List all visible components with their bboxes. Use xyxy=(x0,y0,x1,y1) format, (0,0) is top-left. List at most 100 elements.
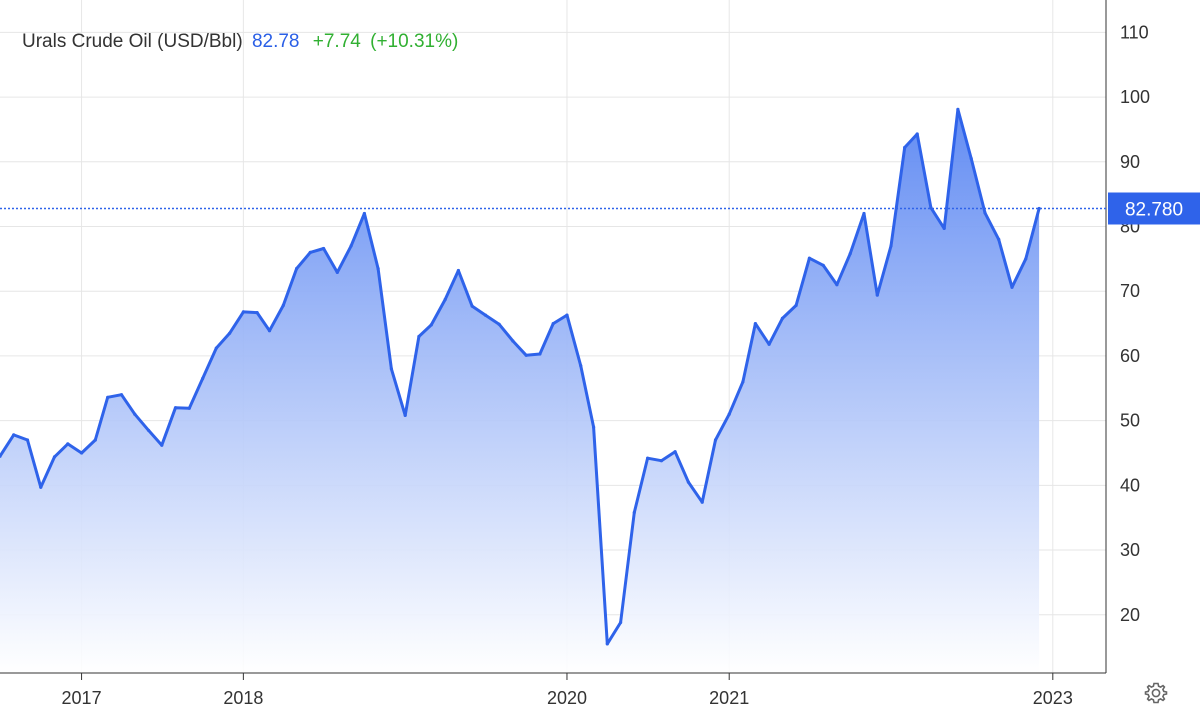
data-point xyxy=(969,156,973,161)
data-point xyxy=(106,395,110,399)
y-tick-label: 30 xyxy=(1120,540,1140,560)
data-point xyxy=(255,311,259,315)
data-point xyxy=(848,252,852,256)
data-point xyxy=(335,270,339,274)
data-point xyxy=(929,206,933,210)
data-point xyxy=(807,256,812,260)
axes xyxy=(0,0,1107,680)
data-point xyxy=(443,298,447,302)
data-point xyxy=(417,334,421,339)
data-point xyxy=(403,413,407,417)
data-point xyxy=(281,303,285,307)
data-point xyxy=(700,500,704,504)
data-point xyxy=(511,339,515,343)
data-point xyxy=(160,443,164,447)
data-point xyxy=(362,211,366,216)
data-point xyxy=(1024,257,1028,261)
data-point xyxy=(942,226,946,230)
data-point xyxy=(295,267,299,271)
data-point xyxy=(470,304,474,308)
data-point xyxy=(632,510,636,515)
series-line xyxy=(0,107,1041,646)
x-tick-label: 2023 xyxy=(1033,688,1073,708)
data-point xyxy=(605,642,609,646)
data-point xyxy=(228,331,232,335)
area-layer xyxy=(0,107,1041,673)
x-tick-label: 2021 xyxy=(709,688,749,708)
data-point xyxy=(1037,206,1041,211)
data-point xyxy=(133,412,137,416)
price-change: +7.74 xyxy=(312,31,361,52)
data-point xyxy=(80,451,84,455)
y-tick-label: 40 xyxy=(1120,475,1140,495)
x-tick-labels: 2017 2018 2020 2021 2023 xyxy=(62,688,1073,708)
data-point xyxy=(322,246,326,251)
data-point xyxy=(686,480,691,484)
data-point xyxy=(821,263,825,267)
data-point xyxy=(173,406,178,410)
data-point xyxy=(201,377,205,381)
data-point xyxy=(119,393,124,397)
data-point xyxy=(727,412,731,416)
data-point xyxy=(39,485,43,489)
area-fill xyxy=(0,109,1040,673)
data-point xyxy=(673,450,677,454)
data-point xyxy=(741,380,745,384)
data-point xyxy=(835,283,839,287)
data-point xyxy=(0,454,2,458)
data-point xyxy=(915,132,919,136)
data-point xyxy=(25,438,30,442)
data-point xyxy=(997,237,1001,241)
data-point xyxy=(659,459,664,463)
y-tick-label: 60 xyxy=(1120,346,1140,366)
current-price-tag xyxy=(1108,192,1200,225)
data-point xyxy=(551,322,555,326)
x-tick-label: 2018 xyxy=(223,688,263,708)
data-point xyxy=(619,620,623,625)
data-point xyxy=(592,425,596,429)
data-point xyxy=(52,455,57,459)
data-point xyxy=(1010,285,1014,289)
data-point xyxy=(889,244,893,248)
data-point xyxy=(780,316,785,320)
data-point xyxy=(429,323,433,327)
data-point xyxy=(794,303,798,307)
y-tick-label: 20 xyxy=(1120,605,1140,625)
x-tick-label: 2017 xyxy=(62,688,102,708)
data-point xyxy=(456,268,460,273)
data-point xyxy=(389,367,393,371)
data-point xyxy=(579,364,583,368)
gear-icon[interactable] xyxy=(1143,680,1169,706)
data-point xyxy=(767,342,771,346)
data-point xyxy=(214,346,218,350)
data-point xyxy=(241,310,245,314)
data-point xyxy=(267,329,272,333)
data-point xyxy=(146,428,151,432)
y-tick-label: 50 xyxy=(1120,411,1140,431)
y-tick-label: 110 xyxy=(1120,22,1149,42)
data-point xyxy=(956,107,960,111)
data-point xyxy=(565,313,569,317)
data-point xyxy=(753,322,758,326)
y-tick-label: 70 xyxy=(1120,281,1140,301)
x-tick-label: 2020 xyxy=(547,688,587,708)
data-point xyxy=(497,322,501,326)
data-point xyxy=(483,313,487,317)
current-price-marker: 82.780 xyxy=(0,192,1200,225)
data-point xyxy=(187,406,191,410)
data-point xyxy=(308,250,312,254)
current-price-tag-label: 82.780 xyxy=(1125,200,1183,221)
y-tick-label: 100 xyxy=(1120,87,1150,107)
data-point xyxy=(646,456,650,460)
data-point xyxy=(376,267,380,271)
price-change-percent: (+10.31%) xyxy=(370,31,459,52)
current-price: 82.78 xyxy=(251,31,300,52)
data-point xyxy=(983,211,987,215)
data-point xyxy=(93,438,97,442)
data-point xyxy=(12,433,16,437)
data-point xyxy=(66,442,70,446)
chart-title: Urals Crude Oil (USD/Bbl) xyxy=(22,31,243,52)
data-point xyxy=(349,244,353,248)
y-tick-label: 90 xyxy=(1120,152,1140,172)
